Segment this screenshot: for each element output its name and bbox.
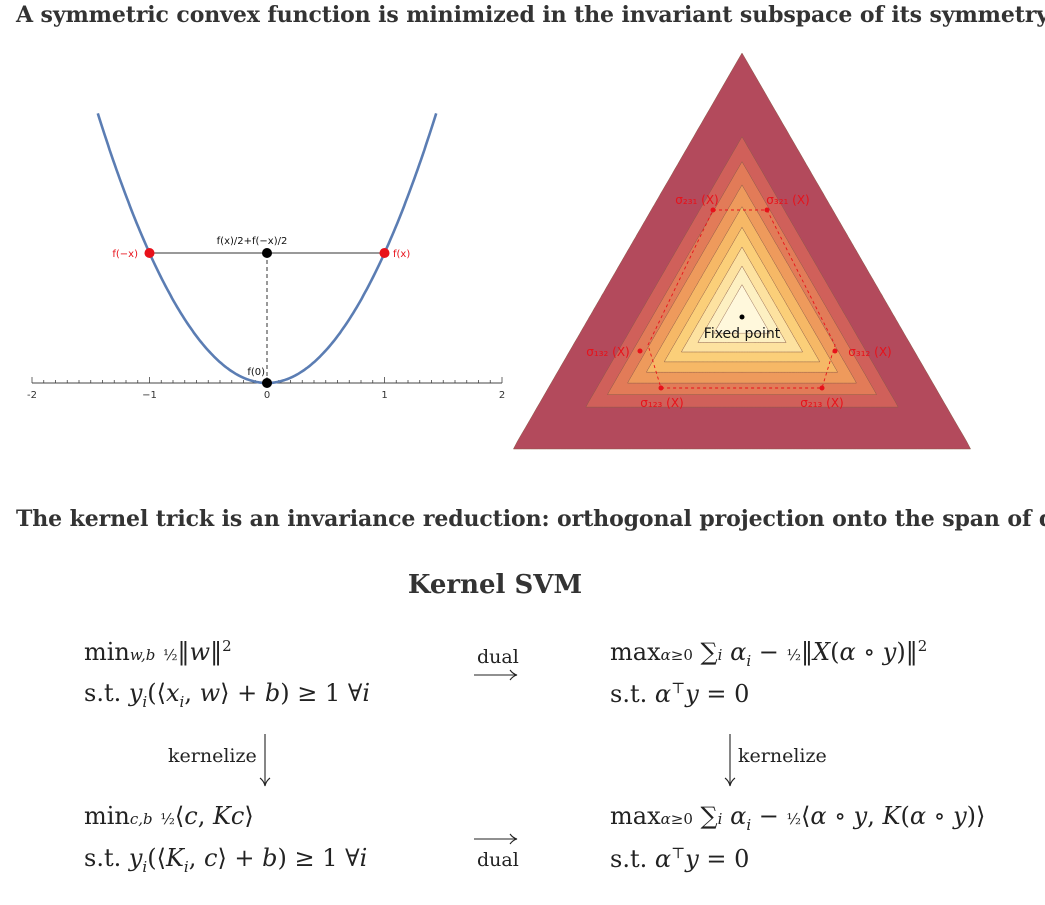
point-f-x xyxy=(379,248,390,258)
label-f-neg-x: f(−x) xyxy=(112,249,138,260)
label-average: f(x)/2+f(−x)/2 xyxy=(217,236,288,247)
orbit-label-132: σ₁₃₂ (X) xyxy=(586,345,629,359)
point-average xyxy=(262,248,272,258)
section-heading-kernel-trick: The kernel trick is an invariance reduct… xyxy=(16,506,1045,532)
right-arrow-icon xyxy=(474,833,518,845)
label-f-x: f(x) xyxy=(393,249,410,260)
fixed-point xyxy=(739,314,745,320)
down-arrow-icon xyxy=(259,734,271,787)
level-sets xyxy=(512,52,972,450)
primal-objective: minw,b ½‖w‖2 xyxy=(84,637,232,666)
tick-label: 2 xyxy=(499,390,505,401)
kernelize-label-right: kernelize xyxy=(738,745,827,767)
tick-label: -2 xyxy=(27,390,37,401)
orbit-point-321 xyxy=(764,207,770,213)
kernel-primal-constraint: s.t. yi(⟨Ki, c⟩ + b) ≥ 1 ∀i xyxy=(84,844,368,876)
level-set-9 xyxy=(713,284,771,334)
orbit-point-213 xyxy=(819,385,825,391)
section-heading-symmetry: A symmetric convex function is minimized… xyxy=(16,2,1045,28)
triangle-level-sets: Fixed point σ₂₃₁ (X) σ₃₂₁ (X) σ₁₃₂ (X) σ… xyxy=(505,45,980,460)
right-arrow-icon xyxy=(474,669,518,681)
kernelize-label-left: kernelize xyxy=(168,745,257,767)
kernel-dual-objective: maxα≥0 ∑i αi − ½⟨α ∘ y, K(α ∘ y)⟩ xyxy=(610,802,986,834)
orbit-point-132 xyxy=(637,348,643,354)
orbit-point-123 xyxy=(658,385,664,391)
orbit-label-312: σ₃₁₂ (X) xyxy=(848,345,891,359)
tick-label: 0 xyxy=(264,390,270,401)
dual-objective: maxα≥0 ∑i αi − ½‖X(α ∘ y)‖2 xyxy=(610,637,928,670)
down-arrow-icon xyxy=(724,734,736,787)
point-f-0 xyxy=(262,378,272,388)
dual-label-bottom: dual xyxy=(477,849,519,871)
svm-title: Kernel SVM xyxy=(407,570,583,600)
dual-label-top: dual xyxy=(477,646,519,668)
label-f-0: f(0) xyxy=(247,367,265,378)
orbit-point-312 xyxy=(832,348,838,354)
point-f-neg-x xyxy=(144,248,155,258)
tick-label: 1 xyxy=(381,390,387,401)
dual-constraint: s.t. α⊤y = 0 xyxy=(610,679,750,708)
kernel-primal-objective: minc,b ½⟨c, Kc⟩ xyxy=(84,802,254,830)
orbit-label-213: σ₂₁₃ (X) xyxy=(800,396,843,410)
orbit-label-321: σ₃₂₁ (X) xyxy=(766,193,809,207)
tick-label: −1 xyxy=(142,390,157,401)
fixed-point-label: Fixed point xyxy=(704,326,781,342)
orbit-label-231: σ₂₃₁ (X) xyxy=(675,193,718,207)
orbit-label-123: σ₁₂₃ (X) xyxy=(640,396,683,410)
primal-constraint: s.t. yi(⟨xi, w⟩ + b) ≥ 1 ∀i xyxy=(84,679,371,711)
parabola-plot: -2 −1 0 1 2 f(−x) f(x) f(x)/2+f(−x)/2 f(… xyxy=(20,110,510,410)
orbit-point-231 xyxy=(710,207,716,213)
kernel-dual-constraint: s.t. α⊤y = 0 xyxy=(610,844,750,873)
